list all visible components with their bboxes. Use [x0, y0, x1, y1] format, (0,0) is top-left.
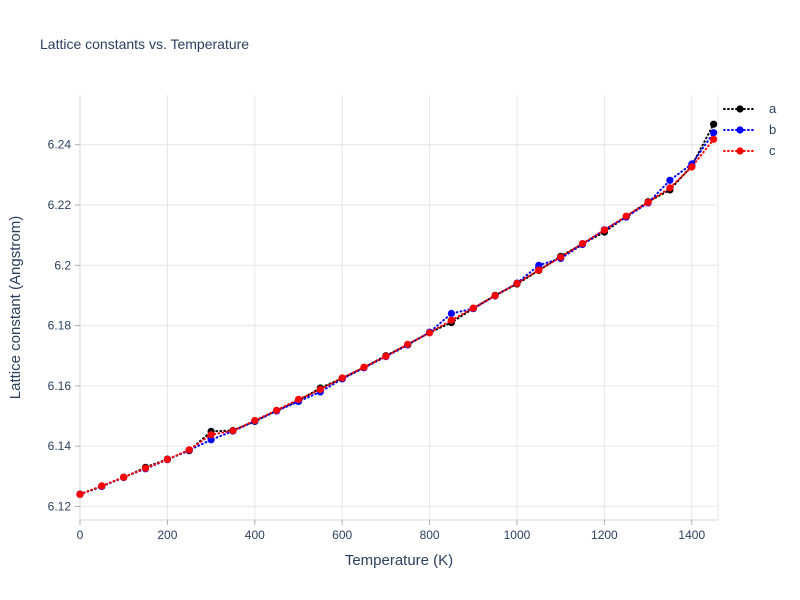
legend-item-b[interactable]: b [722, 122, 776, 137]
y-tick-label: 6.12 [48, 499, 72, 513]
y-tick-label: 6.14 [48, 439, 72, 453]
series-a-line [79, 123, 715, 496]
legend-label-c: c [769, 143, 776, 158]
series-c-line [79, 138, 715, 496]
y-tick-label: 6.18 [48, 319, 72, 333]
y-axis-label: Lattice constant (Angstrom) [7, 215, 25, 400]
series-b-points [76, 129, 718, 498]
legend-sample-b [723, 125, 757, 134]
legend-label-b: b [769, 122, 777, 137]
series-c-points [76, 135, 718, 498]
series-a-points [76, 120, 718, 498]
chart-title: Lattice constants vs. Temperature [40, 36, 250, 52]
legend-sample-c [723, 146, 757, 155]
x-axis-label: Temperature (K) [344, 552, 454, 569]
y-tick-label: 6.22 [48, 198, 72, 212]
legend-label-a: a [769, 101, 777, 116]
y-tick-label: 6.24 [48, 138, 72, 152]
x-tick-label: 1400 [678, 528, 705, 542]
axis-ticks: 0 200 400 600 800 1000 1200 1400 6.12 6.14 6.16 6.1… [48, 138, 706, 542]
series-b-line [79, 131, 715, 496]
legend-sample-a [723, 104, 757, 113]
y-axis-label-wrap: Lattice constant (Angstrom) [0, 95, 32, 520]
x-tick-label: 800 [420, 528, 440, 542]
x-tick-label: 400 [245, 528, 265, 542]
y-tick-label: 6.2 [54, 258, 71, 272]
x-tick-label: 600 [332, 528, 352, 542]
gridlines [79, 95, 719, 521]
y-tick-label: 6.16 [48, 379, 72, 393]
x-tick-label: 1200 [591, 528, 618, 542]
legend-item-a[interactable]: a [722, 101, 776, 116]
x-tick-label: 1000 [504, 528, 531, 542]
x-tick-label: 200 [157, 528, 177, 542]
legend-item-c[interactable]: c [722, 143, 776, 158]
x-tick-label: 0 [77, 528, 84, 542]
